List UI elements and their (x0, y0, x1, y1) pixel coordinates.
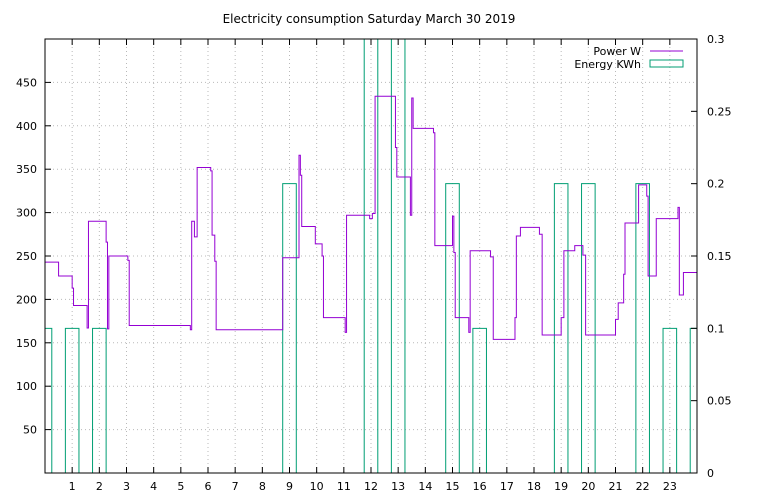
y-tick-label: 150 (16, 337, 37, 350)
y2-tick-label: 0.15 (707, 250, 732, 263)
x-tick-label: 22 (636, 480, 650, 493)
x-tick-label: 21 (609, 480, 623, 493)
x-tick-label: 6 (205, 480, 212, 493)
energy-box (44, 327, 53, 473)
y-tick-label: 200 (16, 293, 37, 306)
energy-box (553, 183, 569, 473)
energy-box (581, 183, 596, 473)
x-tick-label: 20 (581, 480, 595, 493)
y2-tick-label: 0.1 (707, 322, 725, 335)
grid (45, 39, 697, 473)
legend: Power W Energy KWh (574, 45, 684, 71)
x-tick-label: 15 (446, 480, 460, 493)
legend-label-energy: Energy KWh (574, 58, 641, 71)
y-tick-label: 300 (16, 207, 37, 220)
x-tick-label: 10 (310, 480, 324, 493)
y-tick-label: 50 (23, 424, 37, 437)
energy-box (64, 327, 80, 473)
x-tick-label: 8 (259, 480, 266, 493)
energy-box (445, 183, 460, 473)
power-line (45, 95, 697, 340)
legend-swatch-energy (649, 59, 684, 68)
energy-box (92, 327, 107, 473)
energy-box (472, 327, 487, 473)
energy-box (662, 327, 678, 473)
y2-tick-label: 0.3 (707, 33, 725, 46)
x-tick-label: 2 (96, 480, 103, 493)
energy-box (635, 183, 650, 473)
y-tick-label: 350 (16, 163, 37, 176)
x-tick-label: 13 (391, 480, 405, 493)
x-tick-label: 12 (364, 480, 378, 493)
x-tick-label: 7 (232, 480, 239, 493)
x-tick-label: 9 (286, 480, 293, 493)
x-tick-label: 19 (554, 480, 568, 493)
y2-tick-label: 0.25 (707, 105, 732, 118)
y-tick-label: 100 (16, 380, 37, 393)
x-tick-label: 3 (123, 480, 130, 493)
x-tick-label: 16 (473, 480, 487, 493)
y-tick-label: 250 (16, 250, 37, 263)
x-tick-label: 11 (337, 480, 351, 493)
x-tick-label: 17 (500, 480, 514, 493)
y2-tick-label: 0.2 (707, 178, 725, 191)
x-tick-label: 4 (150, 480, 157, 493)
legend-label-power: Power W (593, 45, 641, 58)
power-series (45, 95, 697, 340)
x-tick-label: 23 (663, 480, 677, 493)
axes: 1 2 3 4 5 6 7 8 9 10 11 12 13 14 15 16 17 18 19 20 21 22 23501… (16, 33, 732, 493)
x-tick-label: 1 (69, 480, 76, 493)
chart-title: Electricity consumption Saturday March 3… (223, 12, 516, 26)
y-tick-label: 400 (16, 120, 37, 133)
y2-tick-label: 0 (707, 467, 714, 480)
x-tick-label: 18 (527, 480, 541, 493)
x-tick-label: 5 (177, 480, 184, 493)
x-tick-label: 14 (418, 480, 432, 493)
y2-tick-label: 0.05 (707, 395, 732, 408)
y-tick-label: 450 (16, 76, 37, 89)
